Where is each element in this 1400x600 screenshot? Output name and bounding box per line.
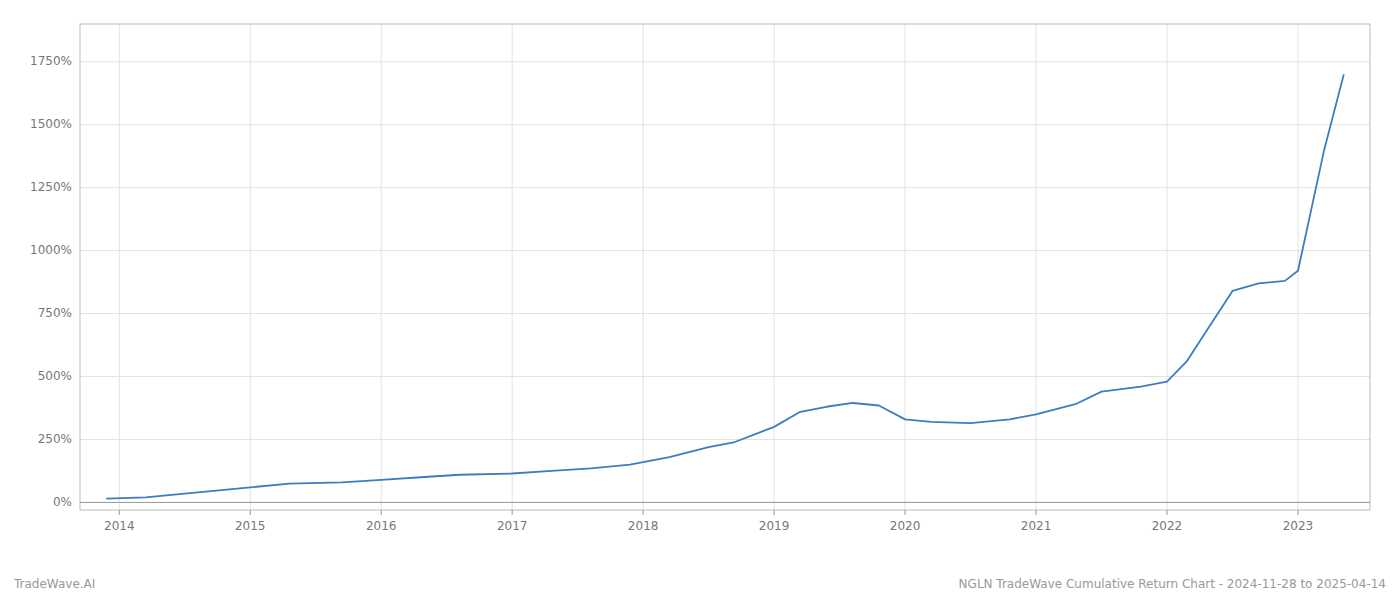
x-tick-label: 2022	[1152, 519, 1183, 533]
x-grid-line	[1167, 24, 1168, 510]
y-tick-label: 1500%	[30, 117, 72, 131]
y-tick-label: 1750%	[30, 54, 72, 68]
x-tick	[512, 510, 513, 515]
x-tick-label: 2017	[497, 519, 528, 533]
page: {"chart_data": { "type": "line", "title"…	[0, 0, 1400, 600]
x-tick-label: 2019	[759, 519, 790, 533]
x-tick-label: 2014	[104, 519, 135, 533]
x-tick	[1167, 510, 1168, 515]
y-grid-line	[80, 439, 1370, 440]
x-tick	[905, 510, 906, 515]
plot-frame	[80, 24, 1370, 510]
series-line	[106, 74, 1344, 498]
x-tick	[643, 510, 644, 515]
x-tick	[381, 510, 382, 515]
x-tick	[1297, 510, 1298, 515]
y-grid-line	[80, 61, 1370, 62]
x-tick-label: 2023	[1283, 519, 1314, 533]
x-tick	[774, 510, 775, 515]
y-grid-line	[80, 187, 1370, 188]
x-grid-line	[905, 24, 906, 510]
x-axis: 2014 2015 2016 2017 2018 2019 2020 2021 2022 2023	[104, 510, 1313, 533]
y-tick-label: 750%	[38, 306, 72, 320]
y-tick-label: 500%	[38, 369, 72, 383]
y-tick-label: 0%	[53, 495, 72, 509]
x-tick	[119, 510, 120, 515]
x-tick-label: 2018	[628, 519, 659, 533]
x-grid-line	[512, 24, 513, 510]
y-tick-label: 1000%	[30, 243, 72, 257]
y-grid-line	[80, 376, 1370, 377]
chart: 0%250%500%750%1000%1250%1500%1750%201420…	[0, 0, 1400, 600]
x-tick-label: 2016	[366, 519, 397, 533]
x-tick-label: 2020	[890, 519, 921, 533]
x-tick-label: 2015	[235, 519, 266, 533]
y-tick-label: 1250%	[30, 180, 72, 194]
x-grid-line	[119, 24, 120, 510]
y-grid-line	[80, 313, 1370, 314]
x-tick	[250, 510, 251, 515]
watermark: TradeWave.AI	[13, 577, 95, 591]
zero-line	[80, 502, 1370, 503]
x-grid-line	[250, 24, 251, 510]
grid	[80, 24, 1370, 510]
y-axis: 0% 250% 500% 750% 1000% 1250% 1500% 1750%	[30, 54, 72, 509]
x-grid-line	[774, 24, 775, 510]
x-grid-line	[643, 24, 644, 510]
x-grid-line	[1036, 24, 1037, 510]
y-grid-line	[80, 250, 1370, 251]
x-grid-line	[381, 24, 382, 510]
footer: TradeWave.AI NGLN TradeWave Cumulative Re…	[13, 577, 1386, 591]
y-grid-line	[80, 124, 1370, 125]
x-tick	[1036, 510, 1037, 515]
plot-area	[106, 74, 1344, 498]
title: NGLN TradeWave Cumulative Return Chart -…	[959, 577, 1386, 591]
y-tick-label: 250%	[38, 432, 72, 446]
y-grid-line	[80, 502, 1370, 503]
x-tick-label: 2021	[1021, 519, 1052, 533]
